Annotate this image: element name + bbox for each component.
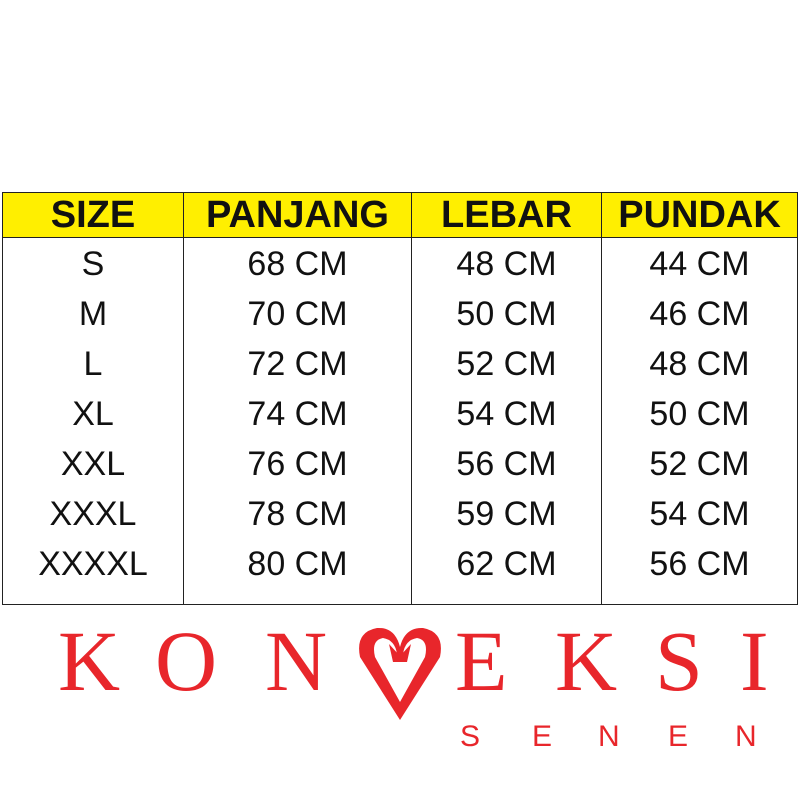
header-row <box>3 193 797 238</box>
column-lebar: LEBAR 48 CM 50 CM 52 CM 54 CM 56 CM 59 CM 62 CM <box>411 193 601 604</box>
cell-panjang: 78 CM <box>247 495 348 533</box>
cell-lebar: 62 CM <box>456 545 557 583</box>
cell-pundak: 50 CM <box>649 395 750 433</box>
header-pundak: PUNDAK <box>618 194 781 236</box>
watermark-letter: K <box>58 613 121 709</box>
watermark-letter: I <box>740 613 769 709</box>
column-panjang: PANJANG 68 CM 70 CM 72 CM 74 CM 76 CM 78 CM 80 … <box>183 193 411 604</box>
cell-size: L <box>83 345 103 383</box>
cell-pundak: 56 CM <box>649 545 750 583</box>
cell-pundak: 52 CM <box>649 445 750 483</box>
watermark-letter: K <box>555 613 618 709</box>
cell-lebar: 56 CM <box>456 445 557 483</box>
cell-lebar: 50 CM <box>456 295 557 333</box>
watermark-letter: E <box>455 613 508 709</box>
cell-panjang: 68 CM <box>247 245 348 283</box>
watermark-letter: S <box>655 613 703 709</box>
header-panjang: PANJANG <box>206 194 389 236</box>
header-size: SIZE <box>50 194 136 236</box>
cell-lebar: 48 CM <box>456 245 557 283</box>
cell-size: XXL <box>60 445 126 483</box>
cell-pundak: 46 CM <box>649 295 750 333</box>
column-pundak: PUNDAK 44 CM 46 CM 48 CM 50 CM 52 CM 54 CM 56 C… <box>601 193 797 604</box>
heart-logo-icon <box>359 627 441 720</box>
cell-panjang: 70 CM <box>247 295 348 333</box>
watermark-letter: O <box>155 613 218 709</box>
cell-panjang: 72 CM <box>247 345 348 383</box>
cell-lebar: 59 CM <box>456 495 557 533</box>
cell-size: XXXL <box>49 495 137 533</box>
cell-panjang: 76 CM <box>247 445 348 483</box>
cell-size: XL <box>72 395 114 433</box>
watermark-letter: S <box>460 720 481 753</box>
cell-size: S <box>81 245 105 283</box>
watermark-letter: N <box>735 720 757 753</box>
cell-panjang: 74 CM <box>247 395 348 433</box>
size-chart-table: SIZE S M L XL XXL XXXL XXXXL PANJANG 68 CM 70 CM 72… <box>2 192 798 605</box>
cell-pundak: 48 CM <box>649 345 750 383</box>
watermark-letter: N <box>265 613 328 709</box>
watermark-letter: E <box>668 720 689 753</box>
cell-lebar: 52 CM <box>456 345 557 383</box>
watermark-letter: N <box>598 720 620 753</box>
cell-lebar: 54 CM <box>456 395 557 433</box>
cell-pundak: 54 CM <box>649 495 750 533</box>
cell-panjang: 80 CM <box>247 545 348 583</box>
header-lebar: LEBAR <box>441 194 572 236</box>
column-size: SIZE S M L XL XXL XXXL XXXXL <box>3 193 183 604</box>
cell-size: XXXXL <box>38 545 148 583</box>
cell-pundak: 44 CM <box>649 245 750 283</box>
cell-size: M <box>78 295 108 333</box>
watermark-letter: E <box>532 720 553 753</box>
